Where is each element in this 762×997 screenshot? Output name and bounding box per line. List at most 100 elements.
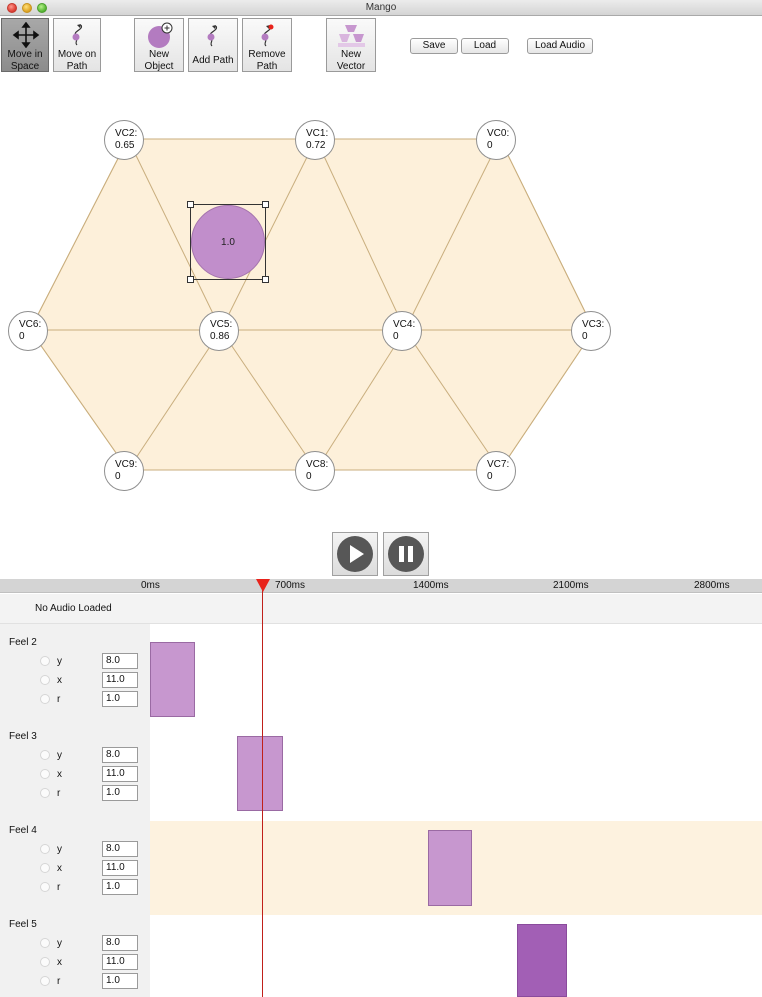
audio-track: No Audio Loaded (0, 594, 762, 624)
track-lane-feel-2[interactable] (150, 624, 762, 718)
resize-handle-top-right[interactable] (262, 201, 269, 208)
param-x-field[interactable]: 11.0 (102, 860, 138, 876)
param-y-field[interactable]: 8.0 (102, 653, 138, 669)
playhead-marker-icon[interactable] (256, 579, 270, 592)
keyframe-block[interactable] (517, 924, 567, 997)
param-label: r (57, 882, 61, 893)
vector-node-vc1[interactable]: VC1: 0.72 (295, 120, 335, 160)
play-button[interactable] (332, 532, 378, 576)
param-x-field[interactable]: 11.0 (102, 672, 138, 688)
keyframe-block[interactable] (237, 736, 283, 811)
param-radio[interactable] (40, 656, 50, 666)
track-title: Feel 3 (9, 731, 37, 742)
resize-handle-top-left[interactable] (187, 201, 194, 208)
track-lane-feel-5[interactable] (150, 915, 762, 997)
param-y-field[interactable]: 8.0 (102, 747, 138, 763)
param-radio[interactable] (40, 844, 50, 854)
param-radio[interactable] (40, 769, 50, 779)
tick-label: 700ms (275, 580, 306, 591)
tool-label: New Object (144, 49, 174, 72)
param-radio[interactable] (40, 976, 50, 986)
vector-space-canvas[interactable]: VC2: 0.65 VC1: 0.72 VC0: 0 VC6: 0 VC5: 0… (0, 74, 762, 524)
vector-node-value: 0 (393, 331, 399, 342)
vector-node-name: VC6: (19, 319, 42, 330)
param-r-field[interactable]: 1.0 (102, 973, 138, 989)
param-label: y (57, 750, 62, 761)
tick-label: 1400ms (413, 580, 449, 591)
vector-node-name: VC8: (306, 459, 329, 470)
vector-node-vc6[interactable]: VC6: 0 (8, 311, 48, 351)
vector-node-vc8[interactable]: VC8: 0 (295, 451, 335, 491)
vector-node-vc4[interactable]: VC4: 0 (382, 311, 422, 351)
param-radio[interactable] (40, 938, 50, 948)
load-button[interactable]: Load (461, 38, 509, 54)
vector-node-value: 0 (487, 140, 493, 151)
audio-status: No Audio Loaded (35, 603, 112, 614)
pause-icon (388, 536, 424, 572)
resize-handle-bottom-left[interactable] (187, 276, 194, 283)
tick-label: 0ms (141, 580, 160, 591)
vector-node-name: VC4: (393, 319, 416, 330)
track-title: Feel 4 (9, 825, 37, 836)
tool-label: New Vector (336, 49, 366, 72)
vector-node-vc2[interactable]: VC2: 0.65 (104, 120, 144, 160)
vector-node-vc3[interactable]: VC3: 0 (571, 311, 611, 351)
save-button[interactable]: Save (410, 38, 458, 54)
remove-path-tool[interactable]: Remove Path (242, 18, 292, 72)
move-in-space-tool[interactable]: Move in Space (1, 18, 49, 72)
play-icon (337, 536, 373, 572)
param-r-field[interactable]: 1.0 (102, 785, 138, 801)
vector-node-vc9[interactable]: VC9: 0 (104, 451, 144, 491)
object-circle[interactable]: 1.0 (191, 205, 265, 279)
param-r-field[interactable]: 1.0 (102, 691, 138, 707)
zoom-window-button[interactable] (37, 3, 47, 13)
param-r-field[interactable]: 1.0 (102, 879, 138, 895)
add-path-tool[interactable]: Add Path (188, 18, 238, 72)
param-x-field[interactable]: 11.0 (102, 766, 138, 782)
window-title: Mango (365, 2, 397, 13)
tick-label: 2100ms (553, 580, 589, 591)
param-y-field[interactable]: 8.0 (102, 841, 138, 857)
move-on-path-tool[interactable]: Move on Path (53, 18, 101, 72)
param-label: x (57, 675, 62, 686)
param-radio[interactable] (40, 882, 50, 892)
load-audio-button[interactable]: Load Audio (527, 38, 593, 54)
param-x-field[interactable]: 11.0 (102, 954, 138, 970)
param-radio[interactable] (40, 863, 50, 873)
new-vector-tool[interactable]: New Vector (326, 18, 376, 72)
path-node-icon (54, 22, 100, 48)
param-radio[interactable] (40, 750, 50, 760)
resize-handle-bottom-right[interactable] (262, 276, 269, 283)
vector-node-vc0[interactable]: VC0: 0 (476, 120, 516, 160)
param-label: x (57, 863, 62, 874)
param-radio[interactable] (40, 957, 50, 967)
new-object-tool[interactable]: New Object (134, 18, 184, 72)
param-radio[interactable] (40, 675, 50, 685)
param-label: y (57, 844, 62, 855)
keyframe-block[interactable] (150, 642, 195, 717)
param-label: y (57, 938, 62, 949)
vector-node-value: 0.65 (115, 140, 135, 151)
new-vector-icon (327, 22, 375, 48)
vector-node-name: VC9: (115, 459, 138, 470)
vector-node-value: 0 (19, 331, 25, 342)
param-label: y (57, 656, 62, 667)
playhead-line[interactable] (262, 579, 263, 997)
close-window-button[interactable] (7, 3, 17, 13)
keyframe-block[interactable] (428, 830, 472, 906)
param-label: r (57, 976, 61, 987)
vector-node-name: VC1: (306, 128, 329, 139)
vector-node-vc7[interactable]: VC7: 0 (476, 451, 516, 491)
param-radio[interactable] (40, 694, 50, 704)
minimize-window-button[interactable] (22, 3, 32, 13)
param-y-field[interactable]: 8.0 (102, 935, 138, 951)
pause-button[interactable] (383, 532, 429, 576)
remove-path-icon (243, 22, 291, 48)
vector-node-vc5[interactable]: VC5: 0.86 (199, 311, 239, 351)
selected-object[interactable]: 1.0 (187, 201, 269, 283)
vector-node-value: 0 (115, 471, 121, 482)
timeline-ruler[interactable]: 0ms 700ms 1400ms 2100ms 2800ms (0, 579, 762, 593)
param-radio[interactable] (40, 788, 50, 798)
vector-node-name: VC0: (487, 128, 510, 139)
